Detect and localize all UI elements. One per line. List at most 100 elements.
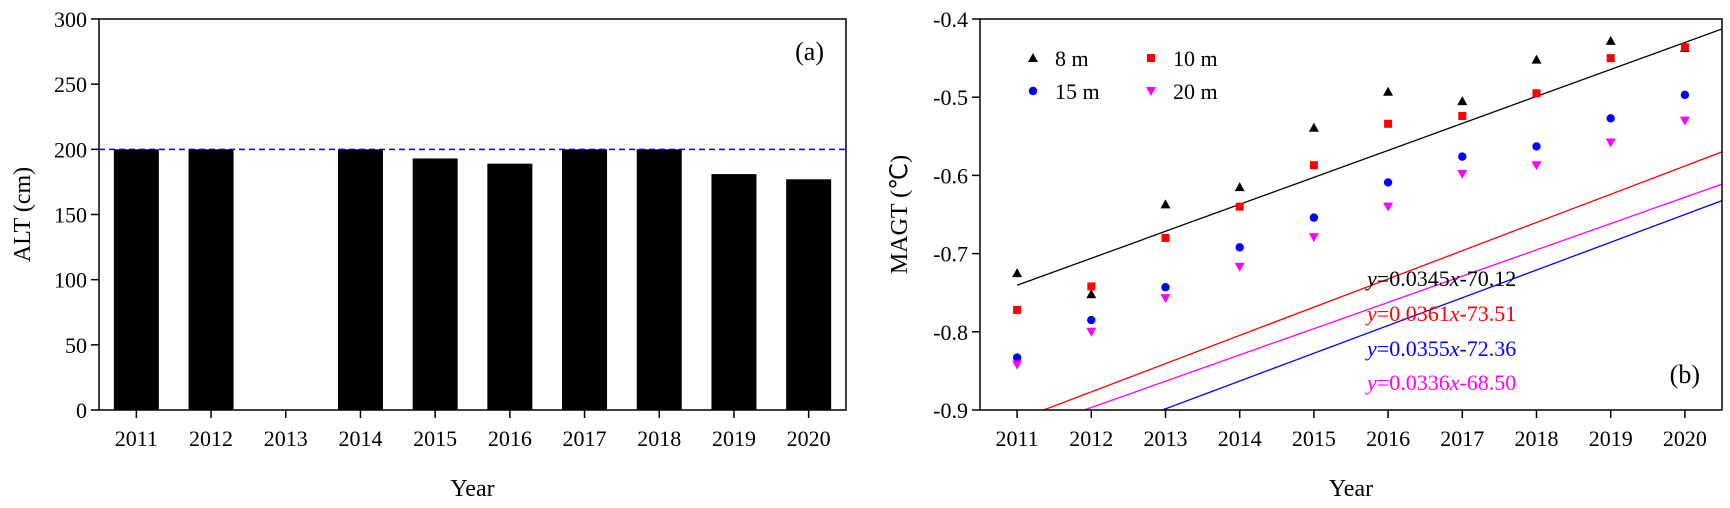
equation-variable: y xyxy=(1365,370,1377,395)
data-point xyxy=(1680,90,1690,100)
equation-term: -68.50 xyxy=(1459,370,1516,395)
data-point xyxy=(1086,289,1097,299)
legend-marker xyxy=(1146,87,1156,96)
data-point xyxy=(1308,233,1319,243)
fit-line xyxy=(1016,28,1722,286)
bar xyxy=(636,149,682,411)
data-point xyxy=(1680,43,1689,52)
fit-lines xyxy=(1016,28,1722,410)
data-point xyxy=(1531,161,1542,171)
data-point xyxy=(1160,294,1171,304)
x-tick-label: 2016 xyxy=(488,426,532,451)
x-tick-label: 2016 xyxy=(1366,426,1410,451)
x-tick-label: 2014 xyxy=(1218,426,1262,451)
equation-term: = xyxy=(1377,336,1389,361)
x-tick-label: 2017 xyxy=(563,426,607,451)
legend-marker xyxy=(1147,54,1155,62)
bar xyxy=(487,163,533,410)
y-axis-label: ALT (cm) xyxy=(10,167,36,262)
x-tick-label: 2020 xyxy=(787,426,831,451)
y-tick-label: -0.7 xyxy=(933,242,968,267)
equation-variable: y xyxy=(1365,266,1377,291)
bar xyxy=(786,179,832,410)
data-point xyxy=(1235,202,1244,211)
fit-line xyxy=(1160,200,1722,410)
x-tick-label: 2012 xyxy=(1069,426,1113,451)
x-tick-label: 2013 xyxy=(264,426,308,451)
data-point xyxy=(1531,54,1542,64)
data-point xyxy=(1161,283,1170,292)
data-point xyxy=(1012,353,1022,362)
data-point xyxy=(1458,111,1467,120)
data-point xyxy=(1383,202,1394,212)
equation-term: 0.0345 xyxy=(1389,266,1450,291)
equation-0: y=0.0345x-70.12 xyxy=(1365,266,1516,291)
bar xyxy=(562,149,608,411)
y-tick-label: -0.8 xyxy=(933,320,968,345)
x-tick-label: 2019 xyxy=(1589,426,1633,451)
x-tick-label: 2011 xyxy=(996,426,1039,451)
y-tick-label: -0.9 xyxy=(933,398,968,423)
x-tick-label: 2017 xyxy=(1440,426,1484,451)
y-tick-label: 300 xyxy=(54,7,87,32)
legend-label: 10 m xyxy=(1173,46,1218,71)
data-point xyxy=(1161,233,1170,242)
equations: y=0.0345x-70.12y=0.0361x-73.51y=0.0355x-… xyxy=(1365,266,1516,395)
x-axis-label: Year xyxy=(1329,476,1373,502)
equation-variable: x xyxy=(1449,266,1460,291)
data-point xyxy=(1235,243,1244,252)
data-point xyxy=(1457,169,1468,179)
data-point xyxy=(1087,282,1096,291)
equation-variable: x xyxy=(1449,301,1460,326)
x-tick-label: 2020 xyxy=(1663,426,1707,451)
data-point xyxy=(1309,213,1319,222)
data-point xyxy=(1384,119,1393,128)
x-tick-label: 2013 xyxy=(1144,426,1188,451)
equation-variable: y xyxy=(1365,301,1377,326)
data-point xyxy=(1309,161,1318,170)
equation-variable: y xyxy=(1365,336,1377,361)
x-tick-label: 2019 xyxy=(712,426,756,451)
equation-term: = xyxy=(1377,301,1389,326)
data-point xyxy=(1605,138,1616,148)
data-point xyxy=(1383,178,1393,187)
equation-1: y=0.0361x-73.51 xyxy=(1365,301,1516,326)
data-point xyxy=(1606,54,1615,63)
equation-term: = xyxy=(1377,370,1389,395)
bar xyxy=(188,149,234,411)
data-point xyxy=(1012,268,1023,278)
y-axis-label: MAGT (℃) xyxy=(887,155,913,274)
x-tick-label: 2011 xyxy=(115,426,158,451)
equation-term: -70.12 xyxy=(1459,266,1516,291)
equation-term: 0.0361 xyxy=(1389,301,1450,326)
bar xyxy=(412,158,458,410)
bar xyxy=(337,149,383,411)
data-point xyxy=(1606,114,1615,123)
legend-marker xyxy=(1028,86,1038,96)
y-tick-label: 0 xyxy=(76,398,87,423)
data-point xyxy=(1383,86,1394,96)
data-point xyxy=(1160,199,1171,209)
x-tick-label: 2015 xyxy=(1292,426,1336,451)
data-point xyxy=(1086,327,1097,337)
x-tick-label: 2018 xyxy=(1515,426,1559,451)
legend: 8 m 10 m 15 m 20 m xyxy=(1028,46,1218,104)
x-tick-label: 2015 xyxy=(413,426,457,451)
x-axis-label: Year xyxy=(450,476,494,502)
data-point xyxy=(1308,122,1319,132)
data-point xyxy=(1013,305,1022,314)
legend-label: 20 m xyxy=(1173,79,1218,104)
equation-variable: x xyxy=(1449,336,1460,361)
equation-term: 0.0336 xyxy=(1389,370,1450,395)
x-tick-label: 2014 xyxy=(338,426,382,451)
equation-variable: x xyxy=(1449,370,1460,395)
bar xyxy=(711,174,757,410)
x-tick-label: 2018 xyxy=(637,426,681,451)
data-point xyxy=(1012,360,1023,370)
y-tick-label: 250 xyxy=(54,72,87,97)
data-point xyxy=(1234,182,1245,192)
data-point xyxy=(1457,96,1468,106)
y-tick-label: 150 xyxy=(54,203,87,228)
equation-term: -73.51 xyxy=(1459,301,1516,326)
